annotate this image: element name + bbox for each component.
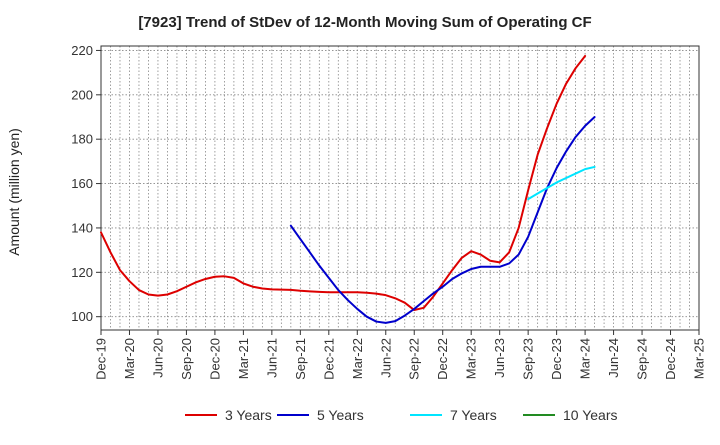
x-tick-label: Jun-22 xyxy=(378,338,393,378)
y-axis-label: Amount (million yen) xyxy=(6,128,22,256)
x-tick-label: Mar-21 xyxy=(236,338,251,379)
y-tick-label: 220 xyxy=(71,43,93,58)
chart-title: [7923] Trend of StDev of 12-Month Moving… xyxy=(138,14,591,31)
x-tick-label: Sep-22 xyxy=(407,338,422,380)
series-line-5-years xyxy=(289,116,596,324)
y-tick-label: 140 xyxy=(71,220,93,235)
y-axis-ticks: 100 120 140 160 180 200 220 xyxy=(71,43,101,324)
x-tick-label: Dec-24 xyxy=(663,338,678,380)
x-tick-label: Dec-23 xyxy=(549,338,564,380)
legend-label-5-years: 5 Years xyxy=(317,407,364,423)
x-tick-label: Mar-23 xyxy=(464,338,479,379)
y-tick-label: 120 xyxy=(71,265,93,280)
grid-layer xyxy=(101,46,699,330)
x-tick-label: Dec-21 xyxy=(321,338,336,380)
x-tick-label: Dec-20 xyxy=(207,338,222,380)
y-tick-label: 180 xyxy=(71,132,93,147)
x-tick-label: Sep-21 xyxy=(293,338,308,380)
x-tick-label: Jun-24 xyxy=(606,338,621,378)
legend-label-3-years: 3 Years xyxy=(225,407,272,423)
x-tick-label: Jun-20 xyxy=(150,338,165,378)
x-tick-label: Jun-23 xyxy=(492,338,507,378)
x-tick-label: Mar-25 xyxy=(692,338,707,379)
x-tick-label: Mar-22 xyxy=(350,338,365,379)
series-line-3-years xyxy=(100,54,587,312)
x-tick-label: Jun-21 xyxy=(264,338,279,378)
y-tick-label: 160 xyxy=(71,176,93,191)
legend-label-7-years: 7 Years xyxy=(450,407,497,423)
series-layer xyxy=(100,54,596,324)
plot-frame xyxy=(100,45,700,331)
x-tick-label: Mar-20 xyxy=(122,338,137,379)
y-tick-label: 100 xyxy=(71,309,93,324)
y-tick-label: 200 xyxy=(71,87,93,102)
x-axis-ticks: Dec-19 Mar-20 Jun-20 Sep-20 Dec-20 Mar-21 Jun-… xyxy=(94,330,707,380)
x-tick-label: Sep-20 xyxy=(179,338,194,380)
x-tick-label: Dec-22 xyxy=(435,338,450,380)
legend: 3 Years 5 Years 7 Years 10 Years xyxy=(185,407,618,423)
x-tick-label: Sep-23 xyxy=(521,338,536,380)
x-tick-label: Sep-24 xyxy=(635,338,650,380)
x-tick-label: Dec-19 xyxy=(94,338,109,380)
series-line-7-years xyxy=(527,165,596,201)
legend-label-10-years: 10 Years xyxy=(563,407,618,423)
x-tick-label: Mar-24 xyxy=(578,338,593,379)
